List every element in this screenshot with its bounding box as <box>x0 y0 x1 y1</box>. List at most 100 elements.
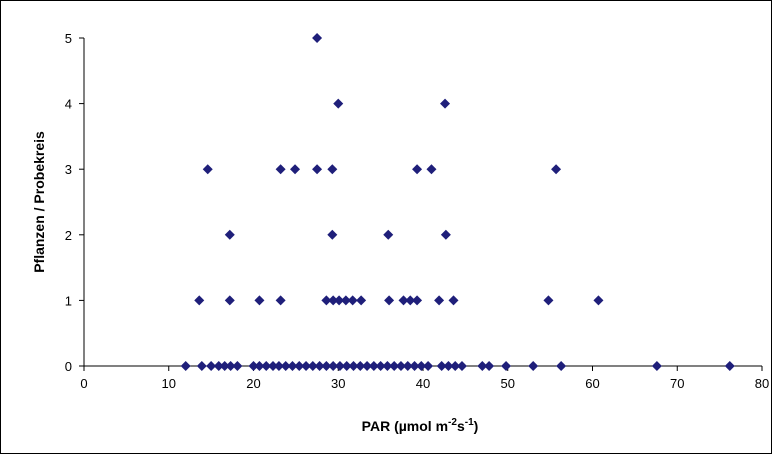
data-point <box>405 295 416 306</box>
data-point <box>440 98 451 109</box>
data-point <box>213 361 224 371</box>
data-point <box>275 164 286 175</box>
data-point <box>275 295 286 306</box>
data-point <box>224 295 235 306</box>
data-point <box>501 361 512 371</box>
x-tick-label: 10 <box>162 376 176 391</box>
data-point <box>416 361 427 371</box>
data-point <box>328 295 339 306</box>
data-point <box>334 295 345 306</box>
data-point <box>368 361 379 371</box>
data-point <box>375 361 386 371</box>
data-point <box>312 164 323 175</box>
data-point <box>301 361 312 371</box>
data-point <box>348 361 359 371</box>
data-point <box>321 361 332 371</box>
data-point <box>448 295 459 306</box>
data-point <box>219 361 230 371</box>
data-point <box>224 229 235 240</box>
data-point <box>341 361 352 371</box>
data-point <box>206 361 217 371</box>
data-point <box>477 361 488 371</box>
data-point <box>355 361 366 371</box>
data-point <box>551 164 562 175</box>
data-point <box>724 361 735 371</box>
data-point <box>196 361 207 371</box>
data-point <box>333 98 344 109</box>
x-tick-label: 70 <box>670 376 684 391</box>
y-tick-label: 4 <box>65 97 72 112</box>
x-tick-label: 30 <box>331 376 345 391</box>
x-axis-title-end: ) <box>474 418 479 434</box>
x-tick-label: 80 <box>755 376 769 391</box>
data-point <box>356 295 367 306</box>
data-point <box>314 361 325 371</box>
data-point <box>456 361 467 371</box>
x-tick-label: 60 <box>585 376 599 391</box>
data-point <box>440 229 451 240</box>
data-point <box>328 361 339 371</box>
x-tick-label: 40 <box>416 376 430 391</box>
data-point <box>434 295 445 306</box>
data-point <box>287 361 298 371</box>
data-point <box>412 295 423 306</box>
y-tick-label: 2 <box>65 228 72 243</box>
x-axis-title-sup1: -2 <box>448 417 457 428</box>
y-tick-label: 1 <box>65 293 72 308</box>
data-point <box>273 361 284 371</box>
data-point <box>412 164 423 175</box>
data-point <box>426 164 437 175</box>
data-point <box>543 295 554 306</box>
data-point <box>327 229 338 240</box>
x-axis-title-sup2: -1 <box>465 417 474 428</box>
data-point <box>409 361 420 371</box>
data-point <box>398 295 409 306</box>
data-point <box>321 295 332 306</box>
x-tick-label: 20 <box>246 376 260 391</box>
data-point <box>194 295 205 306</box>
data-point <box>443 361 454 371</box>
data-point <box>651 361 662 371</box>
data-point <box>334 361 345 371</box>
data-point <box>180 361 191 371</box>
data-point <box>280 361 291 371</box>
data-point <box>436 361 447 371</box>
y-axis: 0 1 2 3 4 5 <box>65 31 85 374</box>
data-point <box>261 361 272 371</box>
data-point <box>202 164 213 175</box>
data-point <box>362 361 373 371</box>
data-point <box>290 164 301 175</box>
data-point <box>556 361 567 371</box>
data-point <box>383 229 394 240</box>
y-tick-label: 5 <box>65 31 72 46</box>
x-axis: 0 10 20 30 40 50 60 70 80 <box>80 365 769 391</box>
data-point <box>232 361 243 371</box>
data-points <box>180 33 735 371</box>
data-point <box>267 361 278 371</box>
data-point <box>225 361 236 371</box>
data-point <box>384 295 395 306</box>
data-point <box>593 295 604 306</box>
data-point <box>450 361 461 371</box>
data-point <box>528 361 539 371</box>
data-point <box>423 361 434 371</box>
data-point <box>389 361 400 371</box>
data-point <box>307 361 318 371</box>
data-point <box>254 295 265 306</box>
data-point <box>484 361 495 371</box>
data-point <box>327 164 338 175</box>
data-point <box>254 361 265 371</box>
data-point <box>395 361 406 371</box>
y-axis-title: Pflanzen / Probekreis <box>31 131 47 273</box>
data-point <box>340 295 351 306</box>
x-axis-title-mid: s <box>457 418 465 434</box>
data-point <box>312 33 323 43</box>
x-axis-title-base: PAR (µmol m <box>362 418 448 434</box>
data-point <box>248 361 259 371</box>
data-point <box>294 361 305 371</box>
x-tick-label: 50 <box>501 376 515 391</box>
y-tick-label: 3 <box>65 162 72 177</box>
